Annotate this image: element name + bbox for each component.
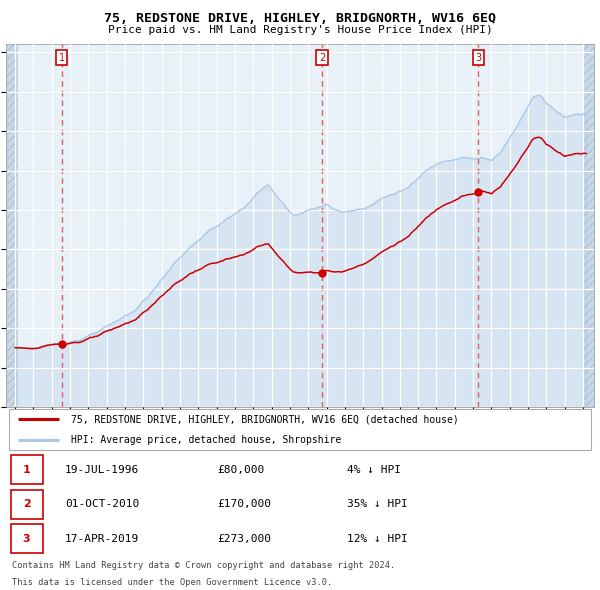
Text: 2: 2 [23,499,31,509]
Text: 17-APR-2019: 17-APR-2019 [65,533,139,543]
Bar [6,44,17,407]
Text: 1: 1 [59,53,65,63]
Text: 75, REDSTONE DRIVE, HIGHLEY, BRIDGNORTH, WV16 6EQ: 75, REDSTONE DRIVE, HIGHLEY, BRIDGNORTH,… [104,12,496,25]
Text: 3: 3 [475,53,482,63]
Text: 19-JUL-1996: 19-JUL-1996 [65,464,139,474]
Text: This data is licensed under the Open Government Licence v3.0.: This data is licensed under the Open Gov… [12,578,332,586]
Text: £80,000: £80,000 [218,464,265,474]
Text: 35% ↓ HPI: 35% ↓ HPI [347,499,408,509]
Text: 12% ↓ HPI: 12% ↓ HPI [347,533,408,543]
FancyBboxPatch shape [11,490,43,519]
FancyBboxPatch shape [9,409,591,450]
FancyBboxPatch shape [11,455,43,484]
Text: £170,000: £170,000 [218,499,272,509]
Text: 2: 2 [319,53,325,63]
Text: HPI: Average price, detached house, Shropshire: HPI: Average price, detached house, Shro… [71,435,341,445]
FancyBboxPatch shape [11,524,43,553]
Text: £273,000: £273,000 [218,533,272,543]
Text: 75, REDSTONE DRIVE, HIGHLEY, BRIDGNORTH, WV16 6EQ (detached house): 75, REDSTONE DRIVE, HIGHLEY, BRIDGNORTH,… [71,414,458,424]
Text: 4% ↓ HPI: 4% ↓ HPI [347,464,401,474]
Text: 1: 1 [23,464,31,474]
Text: Price paid vs. HM Land Registry's House Price Index (HPI): Price paid vs. HM Land Registry's House … [107,25,493,35]
Bar [583,44,594,407]
Text: Contains HM Land Registry data © Crown copyright and database right 2024.: Contains HM Land Registry data © Crown c… [12,560,395,569]
Text: 01-OCT-2010: 01-OCT-2010 [65,499,139,509]
Text: 3: 3 [23,533,31,543]
